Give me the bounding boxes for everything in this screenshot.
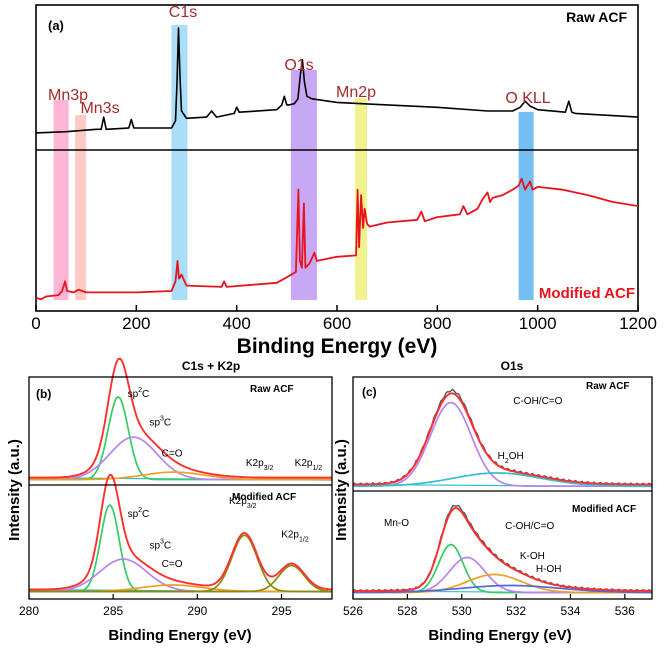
b-x-tick-label-290: 290 — [187, 604, 207, 618]
b-peak-raw-acf-sp2c — [29, 395, 332, 481]
c-label-modified-acf-h-oh: H-OH — [536, 564, 562, 575]
b-label-raw-acf-sp-c: sp2C — [128, 387, 150, 400]
c-x-tick-label-534: 534 — [560, 604, 580, 618]
band-label-o-kll: O KLL — [505, 90, 550, 107]
panel-b-raw-subplot — [28, 357, 333, 481]
band-label-mn3p: Mn3p — [48, 87, 88, 104]
c-x-tick-label-526: 526 — [343, 604, 363, 618]
b-label-modified-acf-k2p3-2: K2p3/2 — [229, 496, 257, 510]
x-tick-label-800: 800 — [423, 314, 451, 333]
b-label-modified-acf-k2p1-2: K2p1/2 — [281, 530, 309, 544]
panel-c-raw-label: Raw ACF — [586, 381, 630, 392]
c-label-raw-acf-h2oh: H2OH — [498, 451, 524, 465]
panel-c-modified-label: Modified ACF — [572, 504, 636, 515]
panel-b-c1s-k2p: C1s + K2p sp2C sp3C C=O K2p3/2 K2p1/2 sp2C sp3… — [6, 357, 333, 644]
panel-b-frame — [28, 376, 333, 600]
panel-c-frame — [352, 376, 653, 600]
band-label-mn3s: Mn3s — [80, 100, 119, 117]
c-x-tick-label-536: 536 — [615, 604, 635, 618]
band-label-o1s: O1s — [284, 57, 313, 74]
c-label-modified-acf-mn-o: Mn-O — [384, 518, 409, 529]
c-experimental-raw-acf — [352, 388, 653, 487]
series-modified-acf — [35, 177, 639, 301]
band-label-mn2p: Mn2p — [336, 84, 376, 101]
band-c1s — [171, 25, 188, 300]
x-tick-label-1200: 1200 — [619, 314, 657, 333]
panel-c-tag: (c) — [362, 385, 377, 399]
panel-c-y-axis-title: Intensity (a.u.) — [333, 439, 350, 541]
band-o1s — [290, 70, 317, 300]
panel-b-x-axis-title: Binding Energy (eV) — [108, 627, 251, 644]
panel-c-o1s: O1s C-OH/C=O H2OH Mn-O C-OH/C=O K-OH H-OH 526… — [333, 359, 653, 644]
b-label-raw-acf-c-o: C=O — [162, 448, 183, 459]
b-x-tick-label-295: 295 — [271, 604, 291, 618]
panel-c-modified-subplot — [352, 504, 653, 594]
c-peak-modified-acf-h-oh — [353, 584, 652, 594]
panel-b-raw-label: Raw ACF — [250, 384, 294, 395]
b-envelope-raw-acf — [29, 357, 332, 479]
panel-b-modified-subplot — [28, 473, 333, 593]
panel-b-y-axis-title: Intensity (a.u.) — [6, 439, 23, 541]
panel-c-raw-subplot — [352, 388, 653, 488]
panel-b-tag: (b) — [36, 387, 51, 401]
band-mn3p — [53, 100, 69, 300]
series-raw-acf — [35, 27, 639, 134]
b-label-raw-acf-sp-c: sp3C — [149, 416, 171, 429]
b-peak-modified-acf-sp2c — [29, 503, 332, 593]
x-tick-label-200: 200 — [122, 314, 150, 333]
c-label-modified-acf-k-oh: K-OH — [520, 551, 545, 562]
c-envelope-raw-acf — [353, 392, 652, 486]
b-peak-modified-acf-k2p1-2 — [29, 564, 333, 593]
b-label-raw-acf-k2p3-2: K2p3/2 — [246, 458, 274, 472]
survey-series — [35, 27, 639, 301]
panel-b-title: C1s + K2p — [182, 359, 240, 373]
b-label-modified-acf-sp-c: sp3C — [149, 538, 171, 551]
panel-b-peak-labels: sp2C sp3C C=O K2p3/2 K2p1/2 sp2C sp3C C=O K2p3/2… — [128, 387, 323, 570]
b-x-tick-label-280: 280 — [19, 604, 39, 618]
c-x-tick-label-532: 532 — [506, 604, 526, 618]
b-label-modified-acf-c-o: C=O — [162, 559, 183, 570]
x-tick-label-600: 600 — [323, 314, 351, 333]
x-tick-label-0: 0 — [31, 314, 40, 333]
band-mn3s — [75, 115, 87, 300]
raw-acf-label: Raw ACF — [566, 9, 627, 25]
element-bands — [53, 25, 534, 300]
band-label-c1s: C1s — [169, 4, 197, 21]
panel-a-tag: (a) — [48, 18, 64, 33]
c-label-raw-acf-c-oh-c-o: C-OH/C=O — [513, 396, 562, 407]
panel-c-x-ticks: 526 528 530 532 534 536 — [343, 594, 635, 618]
b-envelope-modified-acf — [29, 473, 333, 591]
c-x-tick-label-528: 528 — [397, 604, 417, 618]
c-label-modified-acf-c-oh-c-o: C-OH/C=O — [505, 521, 554, 532]
panel-a-x-axis-title: Binding Energy (eV) — [237, 335, 438, 358]
b-label-modified-acf-sp-c: sp2C — [128, 507, 150, 520]
band-o-kll — [518, 112, 534, 300]
panel-c-x-axis-title: Binding Energy (eV) — [428, 627, 571, 644]
modified-acf-label: Modified ACF — [539, 285, 635, 302]
c-peak-raw-acf-h2oh — [353, 472, 652, 487]
b-x-tick-label-285: 285 — [103, 604, 123, 618]
panel-c-title: O1s — [501, 359, 524, 373]
b-peak-raw-acf-c-o — [29, 471, 332, 481]
panel-c-peak-labels: C-OH/C=O H2OH Mn-O C-OH/C=O K-OH H-OH — [384, 396, 563, 575]
x-tick-label-400: 400 — [222, 314, 250, 333]
panel-b-x-ticks: 280 285 290 295 — [19, 594, 292, 618]
panel-a-x-ticks: 0 200 400 600 800 1000 1200 — [31, 305, 657, 333]
panel-b-modified-label: Modified ACF — [232, 492, 296, 503]
c-envelope-modified-acf — [353, 507, 652, 592]
panel-a-frame — [35, 4, 639, 312]
x-tick-label-1000: 1000 — [519, 314, 557, 333]
b-label-raw-acf-k2p1-2: K2p1/2 — [295, 458, 323, 472]
c-x-tick-label-530: 530 — [452, 604, 472, 618]
